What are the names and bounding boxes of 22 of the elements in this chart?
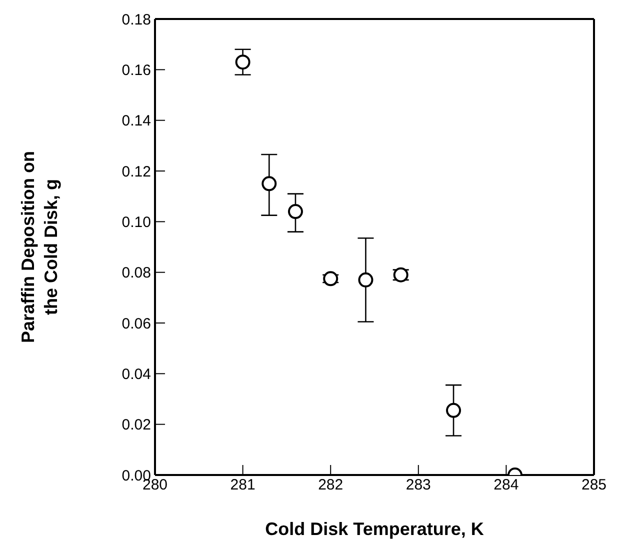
y-tick-label: 0.10 [122,214,151,231]
point [262,176,277,192]
x-tick-label: 285 [581,476,607,494]
point [446,402,462,418]
y-tick-label: 0.04 [122,366,151,383]
x-tick-label: 283 [406,476,431,494]
x-tick-label: 284 [494,476,519,494]
y-tick-label: 0.08 [122,264,151,282]
y-tick-label: 0.16 [122,62,151,79]
x-tick-label: 281 [230,476,256,494]
y-tick-label: 0.02 [122,416,151,434]
point [358,272,374,288]
y-tick-label: 0.12 [122,163,151,180]
x-tick-label: 282 [318,476,344,494]
y-tick-label: 0.18 [122,11,151,28]
y-tick-label: 0.06 [122,315,151,332]
y-tick-label: 0.14 [122,112,151,130]
x-axis-title: Cold Disk Temperature, K [265,519,484,539]
point [323,271,338,286]
point [235,54,250,70]
point [288,204,303,220]
y-axis-title: Paraffin Deposition on the Cold Disk, g [18,150,61,344]
